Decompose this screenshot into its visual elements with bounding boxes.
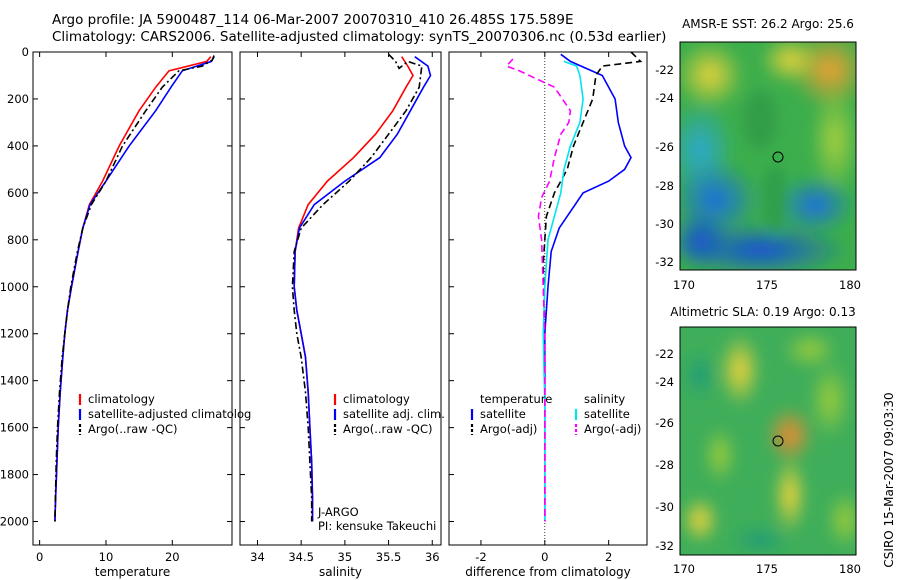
- sla-ytick: -24: [655, 375, 674, 389]
- legend-label: climatology: [88, 392, 155, 406]
- sla-xtick: 170: [673, 562, 695, 576]
- legend-label: Argo(-adj): [480, 422, 537, 436]
- sst-ytick: -24: [655, 91, 674, 105]
- x-tick-label: 36: [425, 550, 440, 564]
- series-line: [543, 53, 632, 522]
- y-tick-label: 1200: [0, 327, 29, 341]
- sla-argo-marker: [772, 435, 784, 447]
- sla-map-image: [680, 327, 856, 555]
- x-tick-label: 20: [165, 550, 180, 564]
- x-tick-label: -2: [475, 550, 486, 564]
- legend-label: temperature: [480, 392, 552, 406]
- plot-frame: [239, 51, 442, 546]
- legend-label: climatology: [343, 392, 410, 406]
- legend-label: Argo(-adj): [584, 422, 641, 436]
- sst-map-panel: AMSR-E SST: 26.2 Argo: 25.6 -22 -24 -26 …: [655, 17, 861, 292]
- annotation-text: J-ARGO: [317, 505, 359, 519]
- figure-title-line2: Climatology: CARS2006. Satellite-adjuste…: [52, 29, 666, 45]
- sst-argo-marker: [772, 151, 784, 163]
- x-tick-label: 35: [338, 550, 353, 564]
- legend-label: satellite-adjusted climatolog: [88, 407, 251, 421]
- sst-map-frame: [679, 41, 857, 271]
- legend-label: salinity: [584, 392, 625, 406]
- legend-label: satellite adj. clim.: [343, 407, 445, 421]
- legend-label: Argo(..raw -QC): [88, 422, 178, 436]
- sst-xtick: 180: [839, 278, 861, 292]
- x-tick-label: 0: [541, 550, 548, 564]
- y-tick-label: 600: [7, 186, 29, 200]
- series-line: [505, 58, 572, 522]
- y-tick-label: 1000: [0, 280, 29, 294]
- y-tick-label: 2000: [0, 515, 29, 529]
- x-tick-label: 10: [99, 550, 114, 564]
- temperature-profile-panel: 0 10 2002004006008001000120014001600180020…: [0, 45, 251, 579]
- legend-label: satellite: [480, 407, 526, 421]
- series-line: [293, 56, 432, 522]
- series-line: [54, 55, 215, 522]
- sst-ytick: -22: [655, 63, 674, 77]
- sst-ytick: -26: [655, 140, 674, 154]
- series-line: [291, 53, 423, 522]
- y-tick-label: 1600: [0, 421, 29, 435]
- figure-title-line1: Argo profile: JA 5900487_114 06-Mar-2007…: [52, 12, 574, 28]
- legend-label: Argo(..raw -QC): [343, 422, 433, 436]
- sst-ytick: -30: [655, 217, 674, 231]
- sla-ytick: -26: [655, 416, 674, 430]
- sla-ytick: -30: [655, 500, 674, 514]
- x-tick-label: 0: [36, 550, 43, 564]
- salinity-profile-panel: 34 34.5 35 35.5 36 salinity climatologysatelli…: [239, 51, 445, 579]
- x-axis-label: salinity: [319, 565, 362, 579]
- series-line: [54, 56, 212, 522]
- y-tick-label: 1400: [0, 374, 29, 388]
- sla-ytick: -32: [655, 539, 674, 553]
- plot-frame: [448, 51, 648, 546]
- x-tick-label: 34: [250, 550, 265, 564]
- y-tick-label: 800: [7, 233, 29, 247]
- sst-ytick: -32: [655, 255, 674, 269]
- x-tick-label: 2: [605, 550, 612, 564]
- x-axis-label: temperature: [95, 565, 170, 579]
- annotation-text: PI: kensuke Takeuchi: [318, 519, 436, 533]
- sla-map-title: Altimetric SLA: 0.19 Argo: 0.13: [670, 305, 855, 319]
- legend-label: satellite: [584, 407, 630, 421]
- sst-xtick: 170: [673, 278, 695, 292]
- x-axis-label: difference from climatology: [465, 565, 631, 579]
- x-tick-label: 34.5: [288, 550, 314, 564]
- sst-xtick: 175: [756, 278, 778, 292]
- sla-map-panel: Altimetric SLA: 0.19 Argo: 0.13 -22 -24 …: [655, 305, 861, 576]
- sla-ytick: -22: [655, 347, 674, 361]
- sla-xtick: 180: [839, 562, 861, 576]
- sst-ytick: -28: [655, 179, 674, 193]
- y-tick-label: 0: [22, 45, 29, 59]
- series-line: [542, 51, 643, 522]
- y-tick-label: 400: [7, 139, 29, 153]
- sla-map-frame: [679, 326, 857, 556]
- sla-xtick: 175: [756, 562, 778, 576]
- x-tick-label: 35.5: [376, 550, 402, 564]
- sst-map-image: [680, 42, 856, 270]
- y-tick-label: 1800: [0, 468, 29, 482]
- sla-ytick: -28: [655, 458, 674, 472]
- sst-map-title: AMSR-E SST: 26.2 Argo: 25.6: [682, 17, 854, 31]
- plot-frame: [32, 51, 233, 546]
- y-tick-label: 200: [7, 92, 29, 106]
- timestamp-label: CSIRO 15-Mar-2007 09:03:30: [882, 392, 896, 567]
